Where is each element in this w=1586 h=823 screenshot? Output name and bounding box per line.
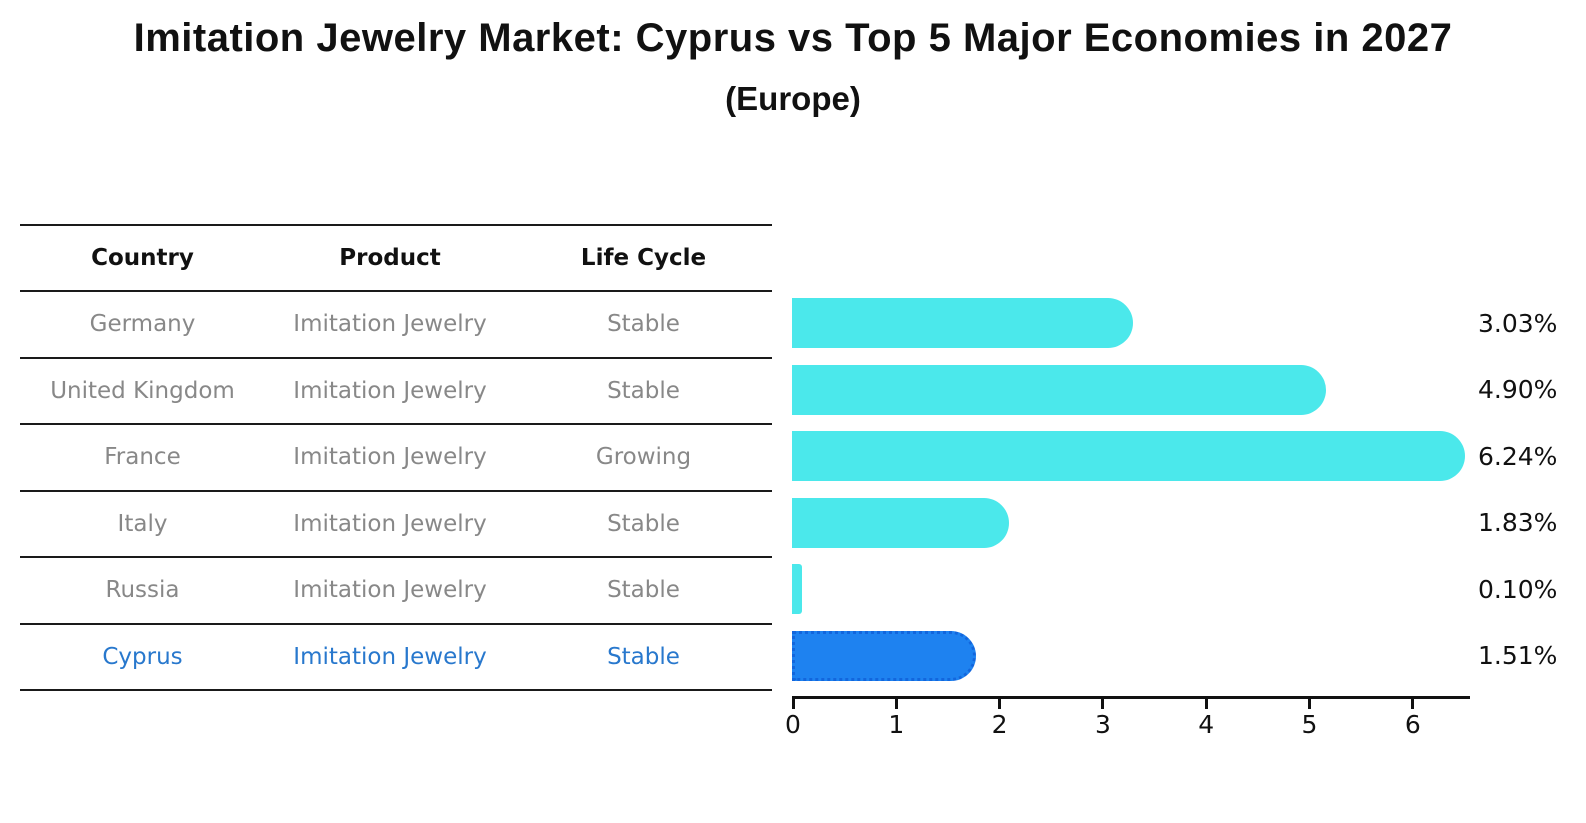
table-row-germany: Germany Imitation Jewelry Stable bbox=[20, 292, 772, 359]
bar-cyprus bbox=[792, 630, 976, 681]
table-row-united-kingdom: United Kingdom Imitation Jewelry Stable bbox=[20, 359, 772, 425]
lifecycle-cell: Stable bbox=[607, 577, 680, 604]
x-tick bbox=[1411, 699, 1415, 709]
chart-subtitle: (Europe) bbox=[725, 80, 861, 117]
x-tick-label: 5 bbox=[1301, 710, 1318, 739]
country-cell: France bbox=[104, 444, 181, 471]
value-label: 1.51% bbox=[1478, 641, 1558, 671]
x-axis-line bbox=[792, 696, 1470, 699]
chart-row: 1.51% bbox=[792, 623, 1586, 690]
x-tick-label: 4 bbox=[1198, 710, 1215, 739]
x-tick bbox=[1204, 699, 1208, 709]
x-tick-label: 6 bbox=[1404, 710, 1421, 739]
chart-row: 3.03% bbox=[792, 290, 1586, 357]
chart-row: 1.83% bbox=[792, 490, 1586, 557]
x-tick bbox=[998, 699, 1002, 709]
bar-russia bbox=[792, 564, 803, 614]
lifecycle-cell: Stable bbox=[607, 311, 680, 338]
product-cell: Imitation Jewelry bbox=[293, 577, 487, 604]
table-row-russia: Russia Imitation Jewelry Stable bbox=[20, 558, 772, 625]
value-label: 4.90% bbox=[1478, 375, 1558, 405]
product-cell: Imitation Jewelry bbox=[293, 377, 487, 404]
country-cell: United Kingdom bbox=[50, 377, 235, 404]
chart-row: 6.24% bbox=[792, 423, 1586, 490]
country-cell: Italy bbox=[117, 510, 168, 537]
x-tick-label: 3 bbox=[1094, 710, 1111, 739]
bar-germany bbox=[792, 298, 1133, 348]
bar-france bbox=[792, 431, 1465, 481]
bar-italy bbox=[792, 497, 1010, 548]
header-country: Country bbox=[91, 245, 194, 271]
table-row-cyprus: Cyprus Imitation Jewelry Stable bbox=[20, 625, 772, 691]
product-cell: Imitation Jewelry bbox=[293, 510, 487, 537]
product-cell: Imitation Jewelry bbox=[293, 444, 487, 471]
chart-row: 0.10% bbox=[792, 556, 1586, 623]
value-label: 0.10% bbox=[1478, 574, 1558, 604]
x-tick bbox=[1308, 699, 1311, 709]
country-cell: Cyprus bbox=[102, 643, 183, 670]
value-label: 6.24% bbox=[1478, 441, 1558, 471]
x-tick-label: 0 bbox=[785, 710, 801, 739]
country-cell: Germany bbox=[89, 311, 196, 338]
lifecycle-cell: Growing bbox=[595, 444, 692, 471]
header-lifecycle: Life Cycle bbox=[580, 245, 707, 271]
x-tick bbox=[894, 699, 898, 709]
product-cell: Imitation Jewelry bbox=[293, 311, 487, 338]
value-label: 1.83% bbox=[1478, 508, 1558, 538]
x-tick-label: 2 bbox=[991, 710, 1008, 739]
chart-title: Imitation Jewelry Market: Cyprus vs Top … bbox=[133, 16, 1453, 60]
x-tick-label: 1 bbox=[888, 710, 905, 739]
country-table: Country Product Life Cycle Germany Imita… bbox=[20, 224, 772, 691]
x-tick bbox=[1101, 699, 1105, 709]
x-tick bbox=[791, 699, 795, 709]
chart-row: 4.90% bbox=[792, 357, 1586, 424]
lifecycle-cell: Stable bbox=[607, 377, 680, 404]
bar-chart: 3.03% 4.90% 6.24% 1.83% 0.10% 1.51% bbox=[792, 290, 1586, 689]
lifecycle-cell: Stable bbox=[607, 510, 680, 537]
x-axis: 0 1 2 3 4 5 6 bbox=[785, 696, 1470, 746]
header-product: Product bbox=[339, 245, 441, 271]
table-header-row: Country Product Life Cycle bbox=[20, 224, 772, 292]
value-label: 3.03% bbox=[1478, 308, 1558, 338]
table-row-italy: Italy Imitation Jewelry Stable bbox=[20, 492, 772, 558]
product-cell: Imitation Jewelry bbox=[293, 643, 487, 670]
lifecycle-cell: Stable bbox=[607, 643, 680, 670]
country-cell: Russia bbox=[105, 577, 180, 604]
bar-united-kingdom bbox=[792, 364, 1327, 415]
table-row-france: France Imitation Jewelry Growing bbox=[20, 425, 772, 492]
